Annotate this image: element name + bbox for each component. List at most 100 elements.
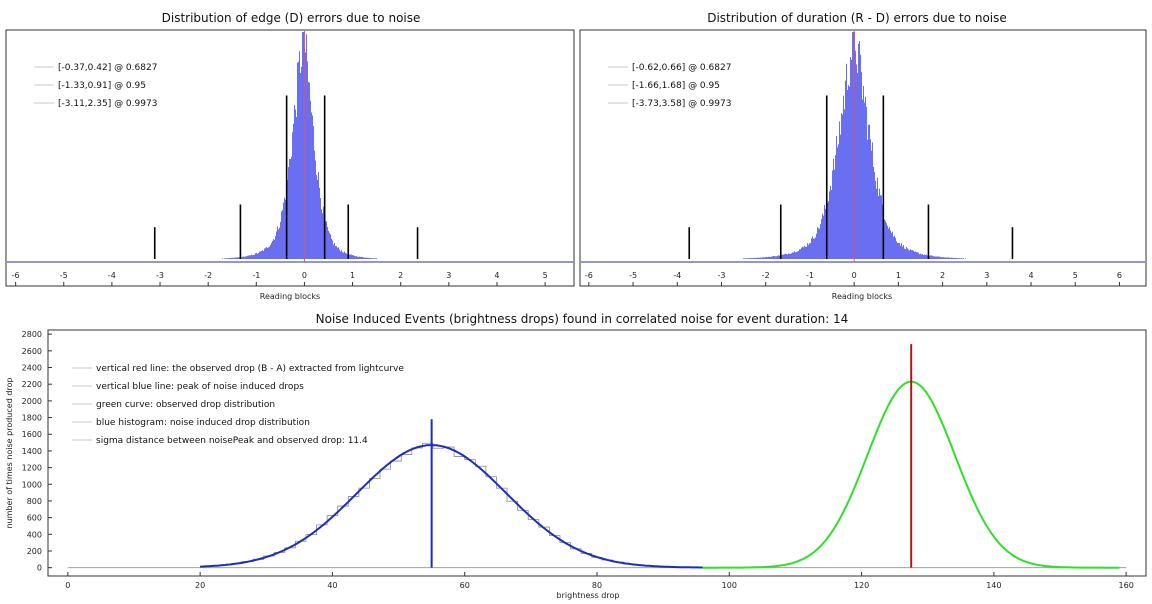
histogram-bar: [845, 80, 846, 259]
histogram-bar: [349, 254, 350, 259]
histogram-bar: [834, 169, 835, 259]
x-tick-label: 100: [722, 581, 737, 590]
histogram-bar: [225, 258, 226, 259]
histogram-bar: [931, 255, 932, 259]
histogram-bar: [938, 256, 939, 259]
x-tick-label: 120: [854, 581, 869, 590]
edge-error-x-ticks: -6 -5 -4 -3 -2 -1 0 1 2 3 4 5: [12, 271, 548, 286]
histogram-bar: [924, 254, 925, 259]
histogram-bar: [783, 254, 784, 259]
histogram-bar: [869, 124, 870, 259]
y-tick-label: 1000: [22, 480, 42, 489]
histogram-bar: [337, 247, 338, 259]
histogram-bar: [231, 257, 232, 259]
histogram-bar: [358, 256, 359, 259]
histogram-bar: [752, 258, 753, 259]
duration-error-x-axis-label: Reading blocks: [832, 292, 892, 301]
histogram-bar: [255, 253, 256, 259]
noise-events-chart-title: Noise Induced Events (brightness drops) …: [316, 312, 849, 326]
histogram-bar: [801, 247, 802, 259]
histogram-bar: [300, 72, 301, 260]
histogram-bar: [841, 113, 842, 259]
histogram-bar: [254, 254, 255, 259]
histogram-bar: [351, 254, 352, 259]
x-tick-label: 80: [592, 581, 602, 590]
histogram-bar: [771, 256, 772, 259]
histogram-bar: [871, 150, 872, 259]
histogram-bar: [755, 257, 756, 259]
histogram-bar: [813, 238, 814, 259]
histogram-bar: [263, 250, 264, 259]
histogram-bar: [236, 257, 237, 259]
histogram-bar: [309, 82, 310, 259]
histogram-bar: [368, 257, 369, 259]
histogram-bar: [301, 66, 302, 260]
histogram-bar: [828, 201, 829, 259]
legend-entry: [-1.33,0.91] @ 0.95: [58, 81, 146, 91]
histogram-bar: [747, 258, 748, 259]
y-tick-label: 1600: [22, 430, 42, 439]
noise-events-chart: Noise Induced Events (brightness drops) …: [5, 312, 1147, 600]
x-tick-label: 0: [65, 581, 70, 590]
histogram-bar: [227, 258, 228, 259]
legend-entry: vertical red line: the observed drop (B …: [96, 364, 404, 374]
histogram-bar: [307, 61, 308, 260]
histogram-bar: [299, 51, 300, 259]
histogram-bar: [222, 258, 223, 259]
x-tick-label: -4: [673, 271, 681, 280]
histogram-bar: [291, 156, 292, 259]
histogram-bar: [819, 228, 820, 259]
histogram-bar: [281, 211, 282, 259]
duration-error-histogram: [581, 32, 1145, 263]
histogram-bar: [336, 246, 337, 259]
histogram-bar: [317, 179, 318, 259]
y-tick-label: 2400: [22, 364, 42, 373]
histogram-bar: [262, 250, 263, 259]
histogram-bar: [921, 254, 922, 259]
noise-fit-curve: [200, 444, 703, 569]
histogram-bar: [896, 241, 897, 259]
y-tick-label: 800: [27, 497, 42, 506]
histogram-bar: [226, 258, 227, 259]
histogram-bar: [824, 204, 825, 259]
histogram-bar: [945, 257, 946, 259]
histogram-bar: [802, 246, 803, 259]
histogram-bar: [311, 112, 312, 259]
histogram-bar: [822, 213, 823, 259]
histogram-bar: [750, 258, 751, 259]
histogram-bar: [936, 256, 937, 259]
noise-events-y-axis-label: number of times noise produced drop: [5, 378, 14, 529]
histogram-bar: [787, 254, 788, 259]
histogram-bar: [796, 251, 797, 259]
x-tick-label: 2: [940, 271, 945, 280]
histogram-bar: [852, 32, 853, 259]
histogram-bar: [816, 233, 817, 259]
histogram-bar: [886, 223, 887, 259]
histogram-bar: [355, 256, 356, 259]
histogram-bar: [350, 254, 351, 259]
histogram-bar: [857, 73, 858, 259]
histogram-bar: [959, 258, 960, 259]
histogram-bar: [942, 257, 943, 259]
histogram-bar: [772, 256, 773, 259]
histogram-bar: [315, 160, 316, 259]
histogram-bar: [323, 206, 324, 259]
histogram-bar: [873, 166, 874, 259]
histogram-bar: [849, 86, 850, 259]
histogram-bar: [923, 254, 924, 259]
histogram-bar: [903, 245, 904, 259]
noise-events-x-axis-label: brightness drop: [557, 591, 620, 600]
histogram-bar: [878, 196, 879, 259]
histogram-bar: [765, 257, 766, 259]
histogram-bar: [369, 258, 370, 259]
histogram-bar: [758, 257, 759, 259]
histogram-bar: [297, 62, 298, 260]
histogram-bar: [952, 257, 953, 259]
legend-entry: [-0.62,0.66] @ 0.6827: [632, 63, 731, 73]
histogram-bar: [314, 150, 315, 259]
histogram-bar: [904, 248, 905, 259]
histogram-bar: [228, 258, 229, 259]
x-tick-label: -5: [629, 271, 637, 280]
histogram-bar: [287, 179, 288, 259]
histogram-bar: [887, 225, 888, 259]
